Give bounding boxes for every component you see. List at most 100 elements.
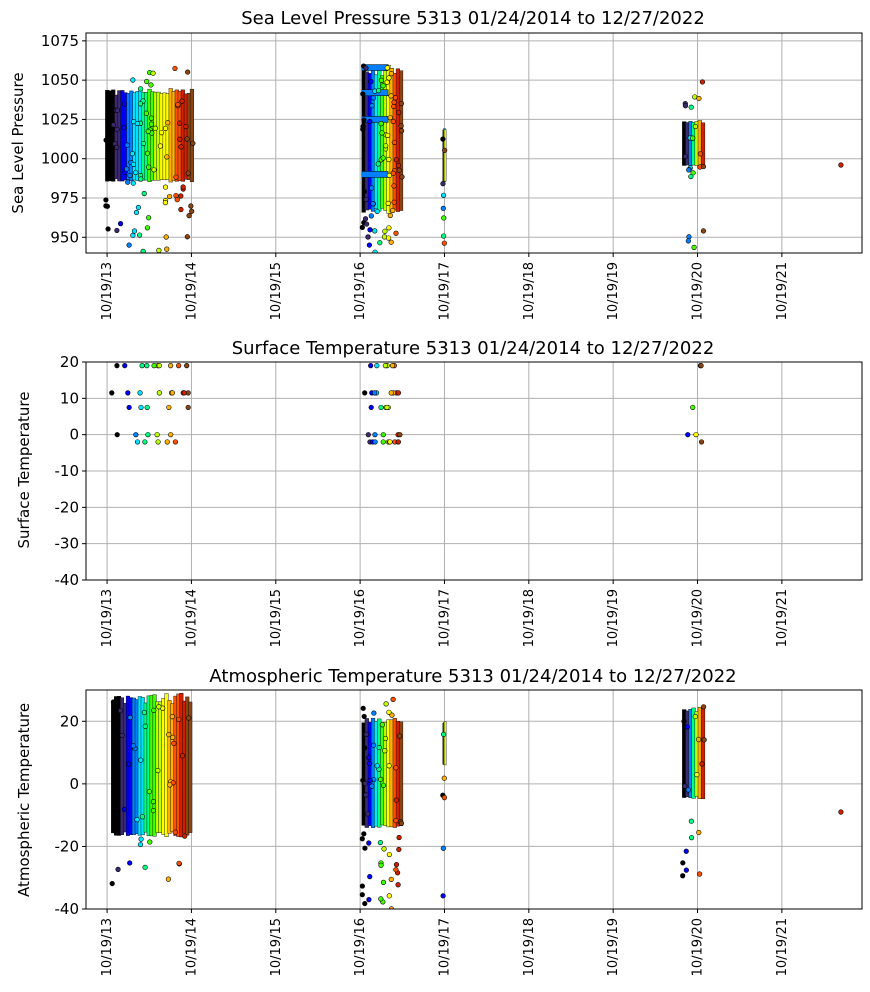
data-point <box>440 845 446 851</box>
data-point <box>124 166 130 172</box>
data-point <box>361 117 367 123</box>
data-point <box>361 831 367 837</box>
data-point <box>372 249 378 253</box>
data-point <box>374 208 380 215</box>
data-point <box>169 390 175 396</box>
data-point <box>151 707 157 714</box>
data-point <box>393 861 400 868</box>
data-point <box>127 860 133 866</box>
data-point <box>162 125 169 131</box>
data-point <box>144 150 151 156</box>
data-point <box>182 833 188 839</box>
data-point <box>176 860 182 866</box>
data-point <box>688 173 694 180</box>
data-point <box>166 404 172 411</box>
data-point <box>184 136 190 142</box>
y-tick-label: 975 <box>50 189 79 207</box>
data-point <box>190 140 196 146</box>
data-point <box>103 197 109 203</box>
data-point <box>134 439 141 445</box>
data-point <box>371 710 377 716</box>
data-point <box>103 203 109 209</box>
y-tick-label: -20 <box>55 837 80 855</box>
data-point <box>131 228 138 234</box>
data-point <box>370 742 377 748</box>
data-band-row <box>361 171 389 178</box>
data-point <box>683 848 689 854</box>
data-point <box>156 247 162 253</box>
data-band <box>189 88 194 182</box>
data-point <box>396 109 402 116</box>
data-point <box>137 232 143 238</box>
data-point <box>384 404 390 411</box>
data-point <box>375 161 381 167</box>
data-point <box>133 169 139 176</box>
data-point <box>171 740 177 746</box>
data-point <box>144 78 150 85</box>
data-point <box>442 147 448 153</box>
y-tick-label: 1050 <box>41 71 79 89</box>
data-point <box>382 228 388 234</box>
data-point <box>368 79 374 85</box>
data-point <box>379 722 385 728</box>
data-point <box>185 170 191 176</box>
data-point <box>172 65 178 72</box>
data-point <box>167 782 173 788</box>
data-point <box>696 95 702 102</box>
x-tick-label: 10/19/16 <box>353 918 368 976</box>
x-tick-label: 10/19/19 <box>606 918 621 976</box>
data-point <box>380 432 386 438</box>
data-point <box>366 755 372 761</box>
data-point <box>150 70 156 76</box>
data-point <box>360 91 366 97</box>
data-point <box>126 404 132 411</box>
data-point <box>691 244 697 250</box>
data-point <box>387 115 393 121</box>
data-point <box>378 862 384 868</box>
x-tick-label: 10/19/19 <box>606 262 621 320</box>
data-point <box>109 390 115 396</box>
plot-frame <box>85 32 863 254</box>
data-point <box>372 439 378 445</box>
data-point <box>382 735 389 742</box>
data-point <box>700 163 707 170</box>
data-point <box>359 836 365 842</box>
data-point <box>154 432 160 438</box>
data-point <box>125 390 131 396</box>
data-point <box>179 98 185 104</box>
data-point <box>696 871 703 877</box>
data-point <box>382 748 388 754</box>
data-point <box>114 227 120 234</box>
data-point <box>363 731 369 737</box>
data-point <box>140 140 147 147</box>
data-point <box>151 167 157 173</box>
data-point <box>110 699 117 705</box>
data-point <box>379 130 385 136</box>
data-point <box>138 86 144 92</box>
data-point <box>175 102 181 108</box>
data-point <box>162 200 168 206</box>
data-point <box>365 811 371 817</box>
data-point <box>440 136 446 142</box>
data-point <box>105 226 111 232</box>
data-point <box>183 123 189 130</box>
data-band <box>700 706 706 799</box>
data-point <box>386 893 392 899</box>
x-tick-label: 10/19/18 <box>522 262 537 320</box>
data-point <box>172 439 178 445</box>
data-point <box>688 104 694 110</box>
data-point <box>367 227 373 233</box>
data-point <box>177 120 183 126</box>
x-tick-label: 10/19/16 <box>353 262 368 320</box>
data-point <box>690 170 696 176</box>
data-point <box>390 170 396 176</box>
y-tick-label: 10 <box>60 389 79 407</box>
data-point <box>392 95 399 101</box>
x-tick-label: 10/19/20 <box>691 262 706 320</box>
data-point <box>185 404 191 411</box>
y-axis-label: Surface Temperature <box>15 392 33 549</box>
data-point <box>178 144 184 150</box>
data-point <box>684 724 690 730</box>
data-point <box>699 79 706 85</box>
data-point <box>363 792 369 798</box>
